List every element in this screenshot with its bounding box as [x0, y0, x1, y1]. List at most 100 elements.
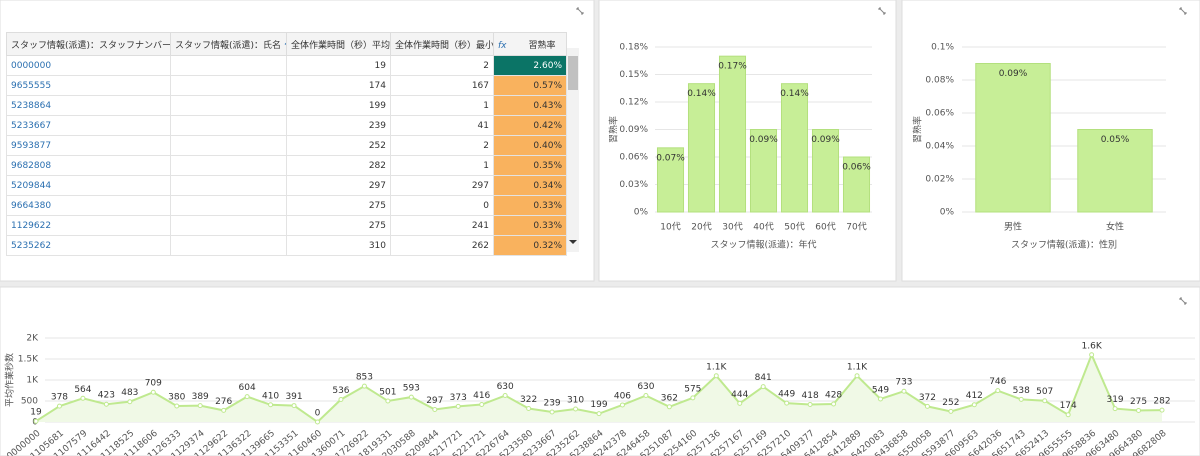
point	[291, 403, 297, 409]
value-label: 322	[520, 395, 537, 405]
staff-name	[170, 95, 287, 116]
staff-number[interactable]: 5235262	[6, 235, 171, 256]
value-label: 297	[426, 396, 443, 406]
column-header[interactable]: 全体作業時間（秒）平均:	[286, 32, 391, 56]
rate: 0.32%	[493, 235, 567, 256]
bar	[687, 83, 716, 213]
value-label: 252	[942, 398, 959, 408]
table-row: 5238864 199 1 0.43%	[6, 95, 567, 116]
point	[127, 399, 133, 405]
staff-number[interactable]: 0000000	[6, 55, 171, 76]
value-label: 841	[755, 373, 772, 383]
table-row: 9655555 174 167 0.57%	[6, 75, 567, 96]
y-tick-label: 0.12%	[619, 98, 648, 108]
scroll-thumb[interactable]	[568, 56, 578, 90]
avg-time: 310	[286, 235, 391, 256]
value-label: 0.07%	[656, 153, 685, 163]
header-text: 全体作業時間（秒）平均:	[291, 40, 391, 51]
staff-number[interactable]: 5209844	[6, 175, 171, 196]
staff-name	[170, 55, 287, 76]
y-tick-label: 0.15%	[619, 70, 648, 80]
value-label: 593	[403, 384, 420, 394]
value-label: 1.6K	[1082, 341, 1103, 351]
value-label: 428	[825, 391, 842, 401]
avg-time: 19	[286, 55, 391, 76]
table-row: 1129622 275 241 0.33%	[6, 215, 567, 236]
x-tick-label: 40代	[753, 222, 773, 233]
column-header[interactable]: 全体作業時間（秒）最小:	[390, 32, 494, 56]
staff-number[interactable]: 9664380	[6, 195, 171, 216]
x-tick-label: 10代	[660, 222, 680, 233]
point	[573, 406, 579, 412]
point	[221, 407, 227, 413]
y-tick-label: 0.06%	[925, 109, 954, 119]
value-label: 449	[778, 390, 795, 400]
table-row: 0000000 19 2 2.60%	[6, 55, 567, 76]
y-tick-label: 2K	[26, 334, 39, 344]
value-label: 423	[98, 391, 115, 401]
point	[737, 400, 743, 406]
avg-time: 275	[286, 195, 391, 216]
value-label: 709	[145, 379, 162, 389]
point	[56, 403, 62, 409]
value-label: 310	[567, 395, 584, 405]
value-label: 0.14%	[687, 89, 716, 99]
scroll-down[interactable]	[569, 240, 577, 244]
value-label: 410	[262, 391, 279, 401]
value-label: 538	[1013, 386, 1030, 396]
value-label: 444	[731, 390, 748, 400]
column-header[interactable]: スタッフ情報(派遣)：氏名	[170, 32, 287, 56]
column-header[interactable]: スタッフ情報(派遣)：スタッフナンバー	[6, 32, 171, 56]
staff-number[interactable]: 5233667	[6, 115, 171, 136]
point	[1112, 406, 1118, 412]
value-label: 575	[684, 384, 701, 394]
y-tick-label: 0.08%	[925, 76, 954, 86]
value-label: 853	[356, 373, 373, 383]
rate: 0.33%	[493, 215, 567, 236]
point	[174, 403, 180, 409]
line-panel	[0, 286, 1200, 456]
staff-number[interactable]: 9655555	[6, 75, 171, 96]
rate: 0.33%	[493, 195, 567, 216]
point	[1018, 396, 1024, 402]
point	[80, 395, 86, 401]
point	[315, 419, 320, 425]
value-label: 380	[168, 393, 185, 403]
value-label: 319	[1106, 395, 1123, 405]
staff-number[interactable]: 1129622	[6, 215, 171, 236]
min-time: 1	[390, 155, 494, 176]
point	[244, 394, 250, 400]
point	[854, 373, 860, 379]
staff-number[interactable]: 5238864	[6, 95, 171, 116]
bar	[975, 63, 1051, 213]
y-axis-label: 習熟率	[608, 116, 620, 143]
table-row: 5235262 310 262 0.32%	[6, 235, 567, 256]
y-tick-label: 0.18%	[619, 43, 648, 53]
point	[197, 403, 203, 409]
staff-name	[170, 215, 287, 236]
table-row: 9682808 282 1 0.35%	[6, 155, 567, 176]
staff-number[interactable]: 9593877	[6, 135, 171, 156]
y-tick-label: 0%	[634, 208, 649, 218]
header-text: 習熟率	[528, 40, 556, 51]
column-header[interactable]: fx 習熟率	[493, 32, 567, 56]
staff-number[interactable]: 9682808	[6, 155, 171, 176]
header-text: 全体作業時間（秒）最小:	[395, 40, 494, 51]
formula-icon[interactable]: fx	[498, 40, 507, 51]
point	[713, 373, 719, 379]
value-label: 746	[989, 377, 1006, 387]
value-label: 378	[51, 393, 68, 403]
avg-time: 174	[286, 75, 391, 96]
value-label: 604	[239, 383, 256, 393]
point	[924, 403, 930, 409]
value-label: 483	[121, 388, 138, 398]
point	[784, 400, 790, 406]
y-tick-label: 500	[21, 397, 38, 407]
table-row: 5209844 297 297 0.34%	[6, 175, 567, 196]
scrollbar[interactable]	[567, 48, 579, 252]
point	[1089, 352, 1095, 358]
point	[948, 408, 954, 414]
point	[666, 404, 672, 410]
value-label: 0.09%	[749, 135, 778, 145]
